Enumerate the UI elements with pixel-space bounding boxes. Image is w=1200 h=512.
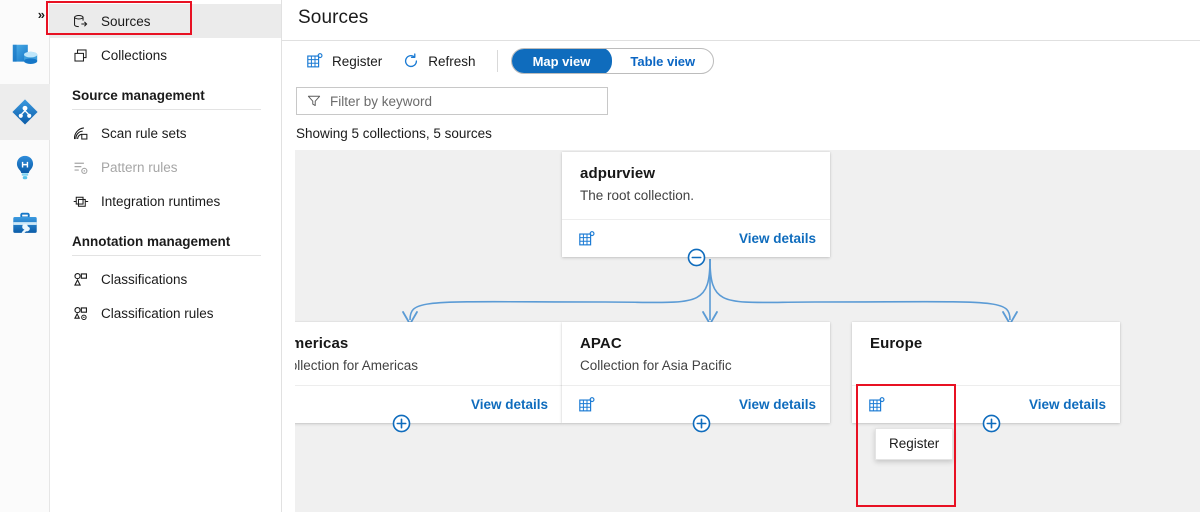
collection-description: Collection for Asia Pacific <box>580 358 732 373</box>
expand-nav-button[interactable]: » <box>37 6 45 22</box>
filter-box[interactable] <box>296 87 608 115</box>
rail-item-data-map[interactable] <box>0 84 50 140</box>
sidebar-item-label: Integration runtimes <box>101 193 221 209</box>
status-showing: Showing 5 collections, 5 sources <box>296 126 492 141</box>
collection-description: The root collection. <box>580 188 695 203</box>
rail-item-insights[interactable] <box>0 140 50 196</box>
classification-rules-icon <box>74 306 88 320</box>
toolbar-divider <box>496 50 498 72</box>
sidebar-item-integration-runtimes[interactable]: Integration runtimes <box>50 184 281 218</box>
tab-map-view[interactable]: Map view <box>511 49 613 73</box>
sidebar-item-label: Classifications <box>101 271 188 287</box>
collection-card-apac[interactable]: APAC Collection for Asia Pacific View de… <box>562 322 830 423</box>
icon-rail: » <box>0 0 50 512</box>
card-body: APAC Collection for Asia Pacific <box>562 322 830 385</box>
card-footer: View details <box>562 385 830 423</box>
collection-map-canvas: adpurview The root collection. View deta… <box>295 150 1200 512</box>
data-catalog-icon <box>12 44 38 64</box>
plus-circle-icon[interactable] <box>981 413 1002 434</box>
register-grid-icon <box>307 53 323 68</box>
sidebar-item-label: Collections <box>101 47 168 63</box>
nav-divider <box>72 109 261 110</box>
sidebar-item-label: Pattern rules <box>101 159 178 175</box>
plus-circle-icon[interactable] <box>691 413 712 434</box>
card-footer: View details <box>562 219 830 257</box>
command-toolbar: Register Refresh Map view Table view <box>282 41 1200 81</box>
register-grid-icon[interactable] <box>868 396 886 414</box>
insights-icon <box>16 155 34 180</box>
nav-divider <box>72 255 261 256</box>
card-body: adpurview The root collection. <box>562 152 830 219</box>
title-divider <box>282 40 1200 41</box>
view-details-link[interactable]: View details <box>470 397 548 412</box>
sidebar-item-pattern-rules: Pattern rules <box>50 150 281 184</box>
collection-description: Collection for Americas <box>295 358 419 373</box>
collection-card-root[interactable]: adpurview The root collection. View deta… <box>562 152 830 257</box>
tab-table-view[interactable]: Table view <box>630 53 696 69</box>
register-grid-icon[interactable] <box>295 396 296 414</box>
main-content: Sources Register Refresh Map <box>282 0 1200 512</box>
management-icon <box>13 212 37 235</box>
nav-section-source-management: Source management <box>72 88 205 103</box>
view-details-link[interactable]: View details <box>738 397 816 412</box>
sidebar-item-scan-rule-sets[interactable]: Scan rule sets <box>50 116 281 150</box>
collection-name: APAC <box>580 335 622 352</box>
integration-runtimes-icon <box>73 196 89 207</box>
register-grid-icon[interactable] <box>578 230 596 248</box>
collection-card-americas[interactable]: Americas Collection for Americas View de… <box>295 322 562 423</box>
rail-item-management[interactable] <box>0 196 50 252</box>
register-button[interactable]: Register <box>296 46 392 76</box>
nav-section-annotation-management: Annotation management <box>72 234 231 249</box>
view-details-link[interactable]: View details <box>738 231 816 246</box>
card-footer: View details <box>852 385 1120 423</box>
plus-circle-icon[interactable] <box>391 413 412 434</box>
card-body: Europe <box>852 322 1120 385</box>
view-toggle[interactable]: Map view Table view <box>510 48 715 74</box>
page-title: Sources <box>298 7 369 28</box>
sidebar-item-label: Scan rule sets <box>101 125 187 141</box>
sidebar-item-label: Sources <box>101 13 151 29</box>
search-input[interactable] <box>330 93 597 109</box>
filter-icon <box>307 95 321 107</box>
view-details-link[interactable]: View details <box>1028 397 1106 412</box>
filter-row <box>282 81 1200 115</box>
classifications-icon <box>74 272 88 286</box>
refresh-button[interactable]: Refresh <box>392 46 485 76</box>
card-footer: View details <box>295 385 562 423</box>
scan-rule-sets-icon <box>73 126 88 140</box>
left-nav-pane: Sources Collections Source management Sc… <box>46 0 282 512</box>
register-tooltip: Register <box>875 428 954 460</box>
register-button-label: Register <box>332 53 383 69</box>
collection-card-europe[interactable]: Europe View details <box>852 322 1120 423</box>
register-grid-icon[interactable] <box>578 396 596 414</box>
rail-item-data-catalog[interactable] <box>0 28 50 84</box>
sidebar-item-sources[interactable]: Sources <box>50 4 281 38</box>
card-body: Americas Collection for Americas <box>295 322 562 385</box>
collection-name: adpurview <box>580 165 656 182</box>
refresh-button-label: Refresh <box>428 53 476 69</box>
refresh-icon <box>405 53 418 68</box>
collection-name: Europe <box>870 335 923 352</box>
sources-icon <box>74 14 88 27</box>
collection-name: Americas <box>295 335 349 352</box>
pattern-rules-icon <box>74 162 88 174</box>
sidebar-item-classifications[interactable]: Classifications <box>50 262 281 296</box>
sidebar-item-collections[interactable]: Collections <box>50 38 281 72</box>
minus-circle-icon[interactable] <box>686 247 707 268</box>
collections-icon <box>74 48 87 62</box>
sidebar-item-label: Classification rules <box>101 305 214 321</box>
sidebar-item-classification-rules[interactable]: Classification rules <box>50 296 281 330</box>
data-map-icon <box>12 99 38 125</box>
